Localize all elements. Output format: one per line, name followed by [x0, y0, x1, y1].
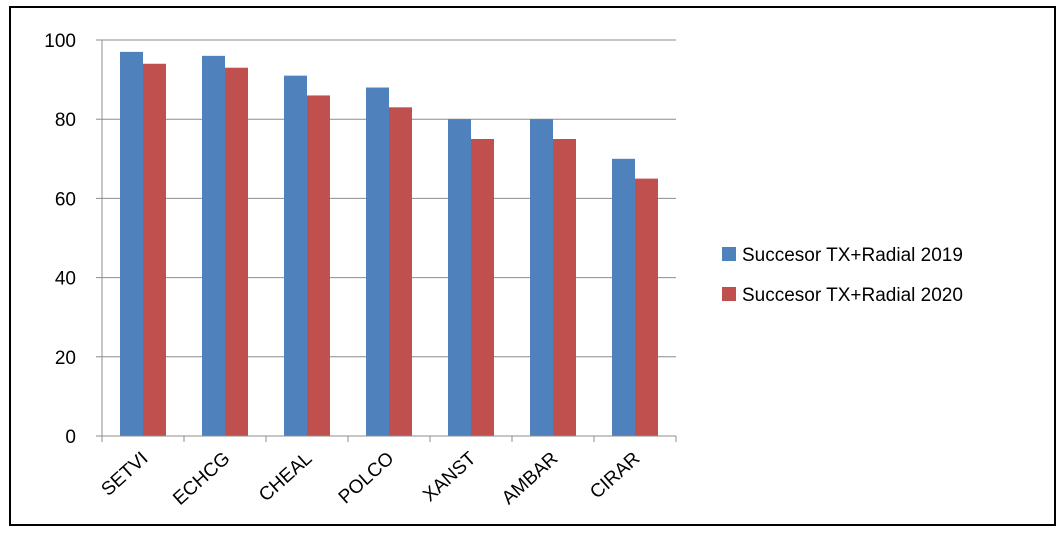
bars [120, 51, 658, 437]
legend: Succesor TX+Radial 2019 Succesor TX+Radia… [722, 245, 963, 306]
y-tick-label: 20 [55, 348, 76, 369]
bar-ambar-2 [553, 139, 576, 436]
bar-echcg-2 [225, 67, 248, 436]
legend-label: Succesor TX+Radial 2019 [742, 245, 963, 266]
legend-swatch [722, 287, 736, 301]
bar-ambar-1 [530, 119, 553, 436]
x-tick-label: CHEAL [255, 448, 316, 506]
bar-xanst-1 [448, 119, 471, 436]
y-tick-label: 0 [65, 427, 76, 448]
x-tick-label: CIRAR [586, 448, 644, 503]
bar-cirar-1 [612, 158, 635, 437]
bar-xanst-2 [471, 139, 494, 436]
y-tick-label: 60 [55, 189, 76, 210]
x-tick-label: ECHCG [169, 448, 234, 510]
bar-setvi-2 [143, 63, 166, 436]
x-axis-ticks: SETVI ECHCG CHEAL POLCO XANST AMBAR CIRAR [97, 436, 677, 510]
bar-polco-1 [366, 87, 389, 437]
y-tick-label: 40 [55, 269, 76, 290]
y-tick-label: 100 [44, 31, 76, 52]
bar-cheal-2 [307, 95, 330, 436]
legend-label: Succesor TX+Radial 2020 [742, 285, 963, 306]
y-tick-label: 80 [55, 110, 76, 131]
bar-cheal-1 [284, 75, 307, 436]
bar-polco-2 [389, 107, 412, 436]
x-tick-label: POLCO [335, 448, 398, 508]
y-axis-ticks: 0 20 40 60 80 100 [44, 31, 102, 448]
legend-swatch [722, 247, 736, 261]
x-tick-label: XANST [419, 448, 480, 506]
x-tick-label: SETVI [97, 448, 152, 500]
bar-cirar-2 [635, 178, 658, 436]
bar-setvi-1 [120, 51, 143, 436]
x-tick-label: AMBAR [498, 448, 562, 509]
axes [101, 40, 676, 437]
bar-echcg-1 [202, 55, 225, 437]
